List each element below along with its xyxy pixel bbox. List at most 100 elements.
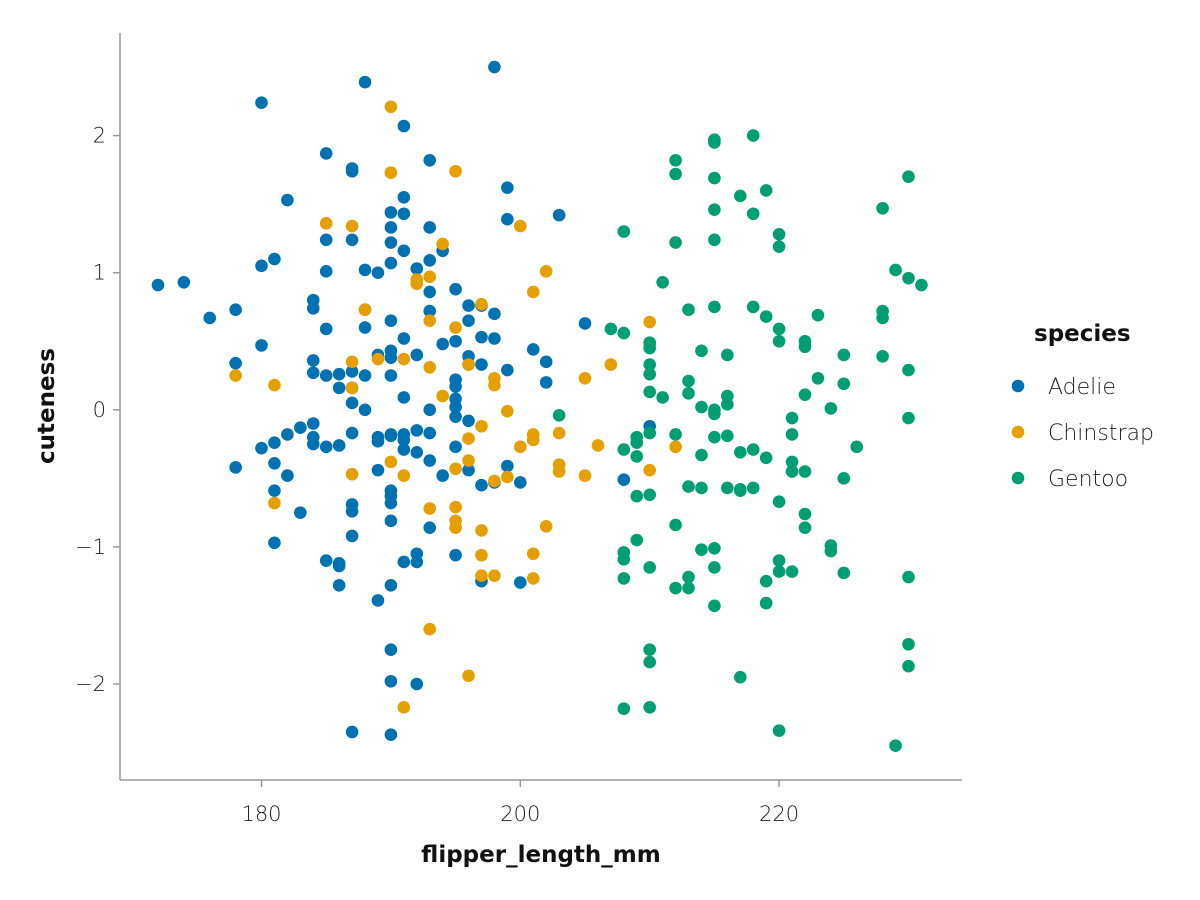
point-adelie	[384, 643, 398, 657]
point-adelie	[410, 446, 424, 459]
point-chinstrap	[552, 426, 566, 440]
point-adelie	[501, 212, 514, 226]
y-tick-label: −2	[75, 672, 106, 696]
point-gentoo	[785, 411, 799, 425]
point-adelie	[397, 190, 411, 204]
point-adelie	[449, 380, 462, 393]
point-adelie	[488, 332, 501, 345]
point-gentoo	[643, 488, 656, 502]
point-adelie	[410, 348, 424, 362]
point-chinstrap	[397, 352, 411, 366]
legend-label-gentoo: Gentoo	[1048, 467, 1128, 492]
point-gentoo	[617, 443, 631, 456]
point-gentoo	[708, 171, 721, 185]
x-tick-label: 200	[500, 802, 540, 826]
point-adelie	[475, 478, 488, 492]
point-gentoo	[902, 170, 915, 184]
point-adelie	[281, 193, 294, 207]
point-adelie	[552, 208, 566, 222]
point-adelie	[345, 233, 359, 247]
point-adelie	[306, 302, 320, 315]
point-gentoo	[902, 637, 915, 651]
point-adelie	[332, 439, 346, 452]
point-adelie	[410, 555, 424, 569]
point-gentoo	[837, 472, 851, 485]
point-gentoo	[617, 326, 631, 340]
y-tick-label: 1	[93, 261, 106, 285]
point-chinstrap	[345, 219, 359, 233]
point-gentoo	[837, 348, 851, 362]
point-chinstrap	[462, 358, 475, 371]
point-chinstrap	[514, 440, 527, 454]
point-adelie	[255, 96, 268, 109]
point-gentoo	[630, 436, 644, 450]
point-gentoo	[604, 322, 618, 336]
point-gentoo	[669, 518, 682, 532]
point-chinstrap	[436, 389, 449, 403]
point-chinstrap	[526, 433, 540, 447]
point-gentoo	[721, 348, 734, 362]
point-chinstrap	[268, 378, 281, 392]
point-adelie	[397, 332, 411, 345]
point-chinstrap	[449, 462, 462, 476]
point-adelie	[397, 244, 411, 258]
point-adelie	[514, 476, 527, 489]
point-chinstrap	[268, 496, 281, 510]
point-gentoo	[811, 371, 825, 385]
point-adelie	[332, 367, 346, 381]
y-ticks: −2 −1 0 1 2	[75, 124, 120, 696]
point-gentoo	[695, 543, 708, 556]
point-adelie	[294, 506, 307, 519]
point-gentoo	[798, 340, 812, 354]
point-chinstrap	[345, 355, 359, 369]
point-adelie	[358, 403, 372, 417]
point-gentoo	[733, 189, 747, 203]
point-gentoo	[643, 341, 656, 355]
point-adelie	[371, 463, 385, 477]
point-adelie	[449, 548, 462, 562]
point-chinstrap	[514, 219, 527, 233]
point-gentoo	[746, 300, 760, 314]
point-gentoo	[772, 334, 786, 348]
legend-marker-adelie	[1011, 379, 1025, 393]
point-adelie	[462, 299, 475, 312]
point-adelie	[306, 354, 320, 367]
point-adelie	[449, 440, 462, 454]
point-gentoo	[785, 455, 799, 469]
point-adelie	[488, 60, 501, 74]
point-adelie	[462, 414, 475, 428]
point-chinstrap	[410, 277, 424, 290]
y-tick-label: −1	[75, 535, 106, 559]
point-chinstrap	[449, 321, 462, 334]
point-gentoo	[682, 387, 695, 400]
point-adelie	[203, 311, 217, 325]
x-axis-title: flipper_length_mm	[421, 842, 660, 868]
point-gentoo	[708, 599, 721, 613]
point-adelie	[319, 265, 333, 278]
point-adelie	[255, 441, 268, 455]
legend-label-adelie: Adelie	[1048, 375, 1116, 400]
point-gentoo	[902, 363, 915, 377]
point-adelie	[151, 278, 165, 292]
legend-title: species	[1034, 321, 1131, 347]
point-adelie	[281, 428, 294, 441]
point-gentoo	[669, 581, 682, 595]
point-adelie	[384, 236, 398, 249]
point-chinstrap	[423, 502, 437, 515]
point-adelie	[319, 147, 333, 160]
point-chinstrap	[462, 454, 475, 467]
point-adelie	[384, 256, 398, 270]
point-chinstrap	[462, 669, 475, 683]
point-chinstrap	[604, 358, 618, 371]
point-adelie	[177, 275, 191, 289]
y-tick-label: 2	[93, 124, 106, 148]
point-adelie	[268, 484, 281, 497]
point-adelie	[475, 358, 488, 371]
point-chinstrap	[423, 360, 437, 374]
point-gentoo	[643, 655, 656, 669]
point-chinstrap	[488, 569, 501, 582]
point-adelie	[449, 410, 462, 423]
point-adelie	[268, 456, 281, 470]
point-adelie	[306, 366, 320, 380]
